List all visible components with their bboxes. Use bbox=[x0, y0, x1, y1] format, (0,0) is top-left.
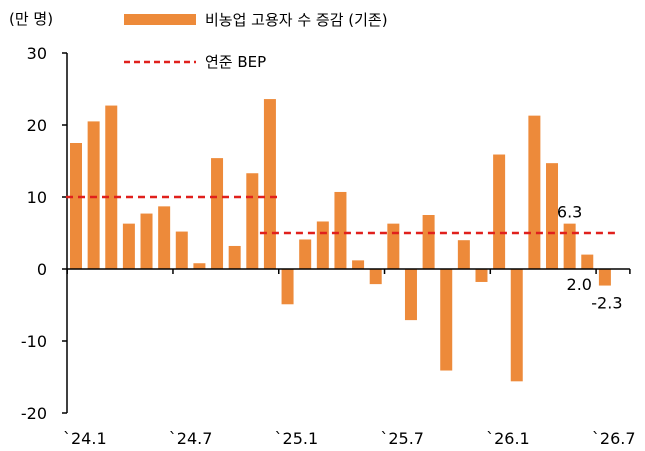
bar bbox=[334, 191, 347, 269]
bar bbox=[122, 223, 135, 269]
bar bbox=[140, 213, 153, 269]
bar bbox=[475, 269, 488, 282]
y-axis-unit-label: (만 명) bbox=[9, 10, 53, 28]
y-tick-label: 10 bbox=[27, 188, 47, 207]
bar bbox=[404, 269, 417, 321]
bar bbox=[70, 143, 82, 269]
bar bbox=[316, 221, 329, 269]
bar bbox=[175, 231, 188, 269]
legend-bar-swatch bbox=[124, 14, 196, 25]
bar bbox=[158, 206, 171, 269]
legend: 비농업 고용자 수 증감 (기존) 연준 BEP bbox=[124, 11, 388, 71]
data-label: 2.0 bbox=[567, 275, 592, 294]
y-tick-label: 30 bbox=[27, 44, 47, 63]
x-tick-label: `25.1 bbox=[275, 429, 319, 448]
data-label: 6.3 bbox=[557, 203, 582, 222]
legend-label-bars: 비농업 고용자 수 증감 (기존) bbox=[205, 11, 388, 29]
data-labels: 6.3 2.0-2.3 bbox=[557, 203, 623, 313]
bar bbox=[246, 173, 259, 269]
legend-label-bep: 연준 BEP bbox=[205, 53, 266, 71]
bar bbox=[87, 121, 100, 270]
bar bbox=[387, 223, 400, 269]
bar bbox=[281, 269, 294, 305]
x-tick-label: `25.7 bbox=[380, 429, 424, 448]
x-tick-label: `24.1 bbox=[63, 429, 107, 448]
bar bbox=[563, 223, 576, 269]
y-tick-label: -20 bbox=[21, 404, 47, 423]
bar bbox=[546, 163, 559, 269]
x-tick-label: `26.1 bbox=[486, 429, 530, 448]
bar bbox=[440, 269, 453, 371]
bar bbox=[299, 239, 312, 269]
bar bbox=[352, 260, 365, 269]
bar bbox=[528, 115, 541, 269]
bar bbox=[510, 269, 523, 382]
bar bbox=[211, 158, 224, 269]
y-tick-label: 20 bbox=[27, 116, 47, 135]
x-axis: `24.1 `24.7 `25.1 `25.7 `26.1 `26.7 bbox=[63, 268, 636, 448]
data-label: -2.3 bbox=[591, 294, 622, 313]
bar bbox=[422, 215, 435, 269]
bar bbox=[193, 263, 206, 269]
bar-series bbox=[70, 99, 611, 382]
y-tick-label: 0 bbox=[37, 260, 47, 279]
bar bbox=[581, 254, 594, 269]
x-tick-label: `24.7 bbox=[169, 429, 213, 448]
bar bbox=[228, 245, 241, 269]
bar bbox=[263, 99, 276, 269]
bar bbox=[105, 105, 118, 269]
bar bbox=[457, 240, 470, 269]
x-tick-label: `26.7 bbox=[592, 429, 636, 448]
y-tick-label: -10 bbox=[21, 332, 47, 351]
bar bbox=[369, 269, 382, 285]
bar bbox=[493, 154, 506, 269]
y-axis: 30 20 10 0 -10 -20 bbox=[21, 44, 68, 423]
bar bbox=[598, 269, 611, 286]
